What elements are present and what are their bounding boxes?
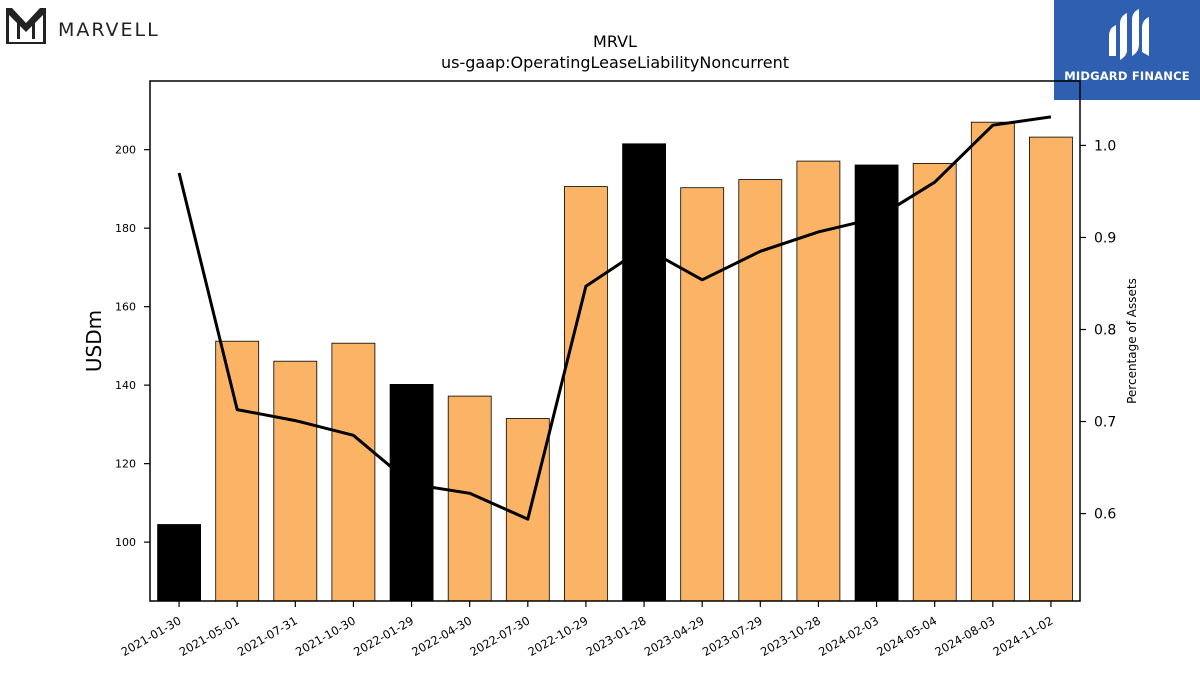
bar [622, 143, 666, 602]
bar [680, 187, 725, 602]
bar [389, 383, 434, 602]
x-tick-label: 2021-07-31 [235, 613, 300, 659]
y2-tick-label: 0.7 [1094, 415, 1116, 431]
midgard-logo-icon [1109, 9, 1149, 60]
midgard-logo-text: MIDGARD FINANCE [1064, 69, 1190, 83]
x-tick-label: 2023-04-29 [642, 613, 707, 659]
x-tick-label: 2024-08-03 [932, 613, 997, 659]
bar [505, 418, 550, 602]
bar [1029, 136, 1073, 602]
y-tick-label: 200 [115, 144, 136, 157]
x-tick-label: 2021-10-30 [293, 613, 358, 659]
x-tick-label: 2024-11-02 [991, 613, 1056, 659]
plot-frame [149, 80, 1081, 602]
y-axis-label: USDm [82, 310, 106, 372]
chart-title: MRVL [593, 32, 637, 51]
marvell-logo-icon [6, 8, 46, 44]
bar [796, 160, 841, 602]
midgard-logo: MIDGARD FINANCE [1054, 0, 1200, 100]
x-tick-label: 2023-01-28 [584, 613, 649, 659]
bar [912, 162, 957, 602]
x-tick-label: 2023-10-28 [758, 613, 823, 659]
y-tick-label: 160 [115, 301, 136, 314]
x-tick-label: 2022-04-30 [409, 613, 474, 659]
y-tick-label: 100 [115, 536, 136, 549]
bar [157, 524, 202, 602]
marvell-logo-text: MARVELL [58, 19, 160, 41]
x-tick-label: 2024-05-04 [874, 613, 939, 659]
percentage-line [177, 115, 1052, 521]
x-tick-label: 2022-10-29 [526, 613, 591, 659]
y2-tick-label: 0.8 [1094, 322, 1116, 338]
y2-tick-label: 0.9 [1094, 230, 1116, 246]
chart-subtitle: us-gaap:OperatingLeaseLiabilityNoncurren… [440, 53, 790, 72]
marvell-logo: MARVELL [4, 5, 164, 49]
y2-axis-label: Percentage of Assets [1125, 278, 1139, 404]
bar [215, 340, 260, 602]
x-tick-label: 2024-02-03 [816, 613, 881, 659]
bar [564, 186, 608, 602]
bar [331, 342, 376, 602]
y-tick-label: 180 [115, 222, 136, 235]
y-tick-label: 140 [115, 379, 136, 392]
y2-tick-label: 0.6 [1094, 507, 1116, 523]
bar [273, 360, 318, 602]
x-tick-label: 2022-07-30 [467, 613, 532, 659]
bar [738, 179, 783, 602]
x-tick-label: 2022-01-29 [351, 613, 416, 659]
x-tick-label: 2021-01-30 [119, 613, 184, 659]
bar [854, 164, 899, 602]
bar [970, 121, 1015, 602]
x-tick-label: 2023-07-29 [700, 613, 765, 659]
x-tick-label: 2021-05-01 [177, 613, 242, 659]
y-tick-label: 120 [115, 458, 136, 471]
y2-tick-label: 1.0 [1094, 138, 1116, 154]
